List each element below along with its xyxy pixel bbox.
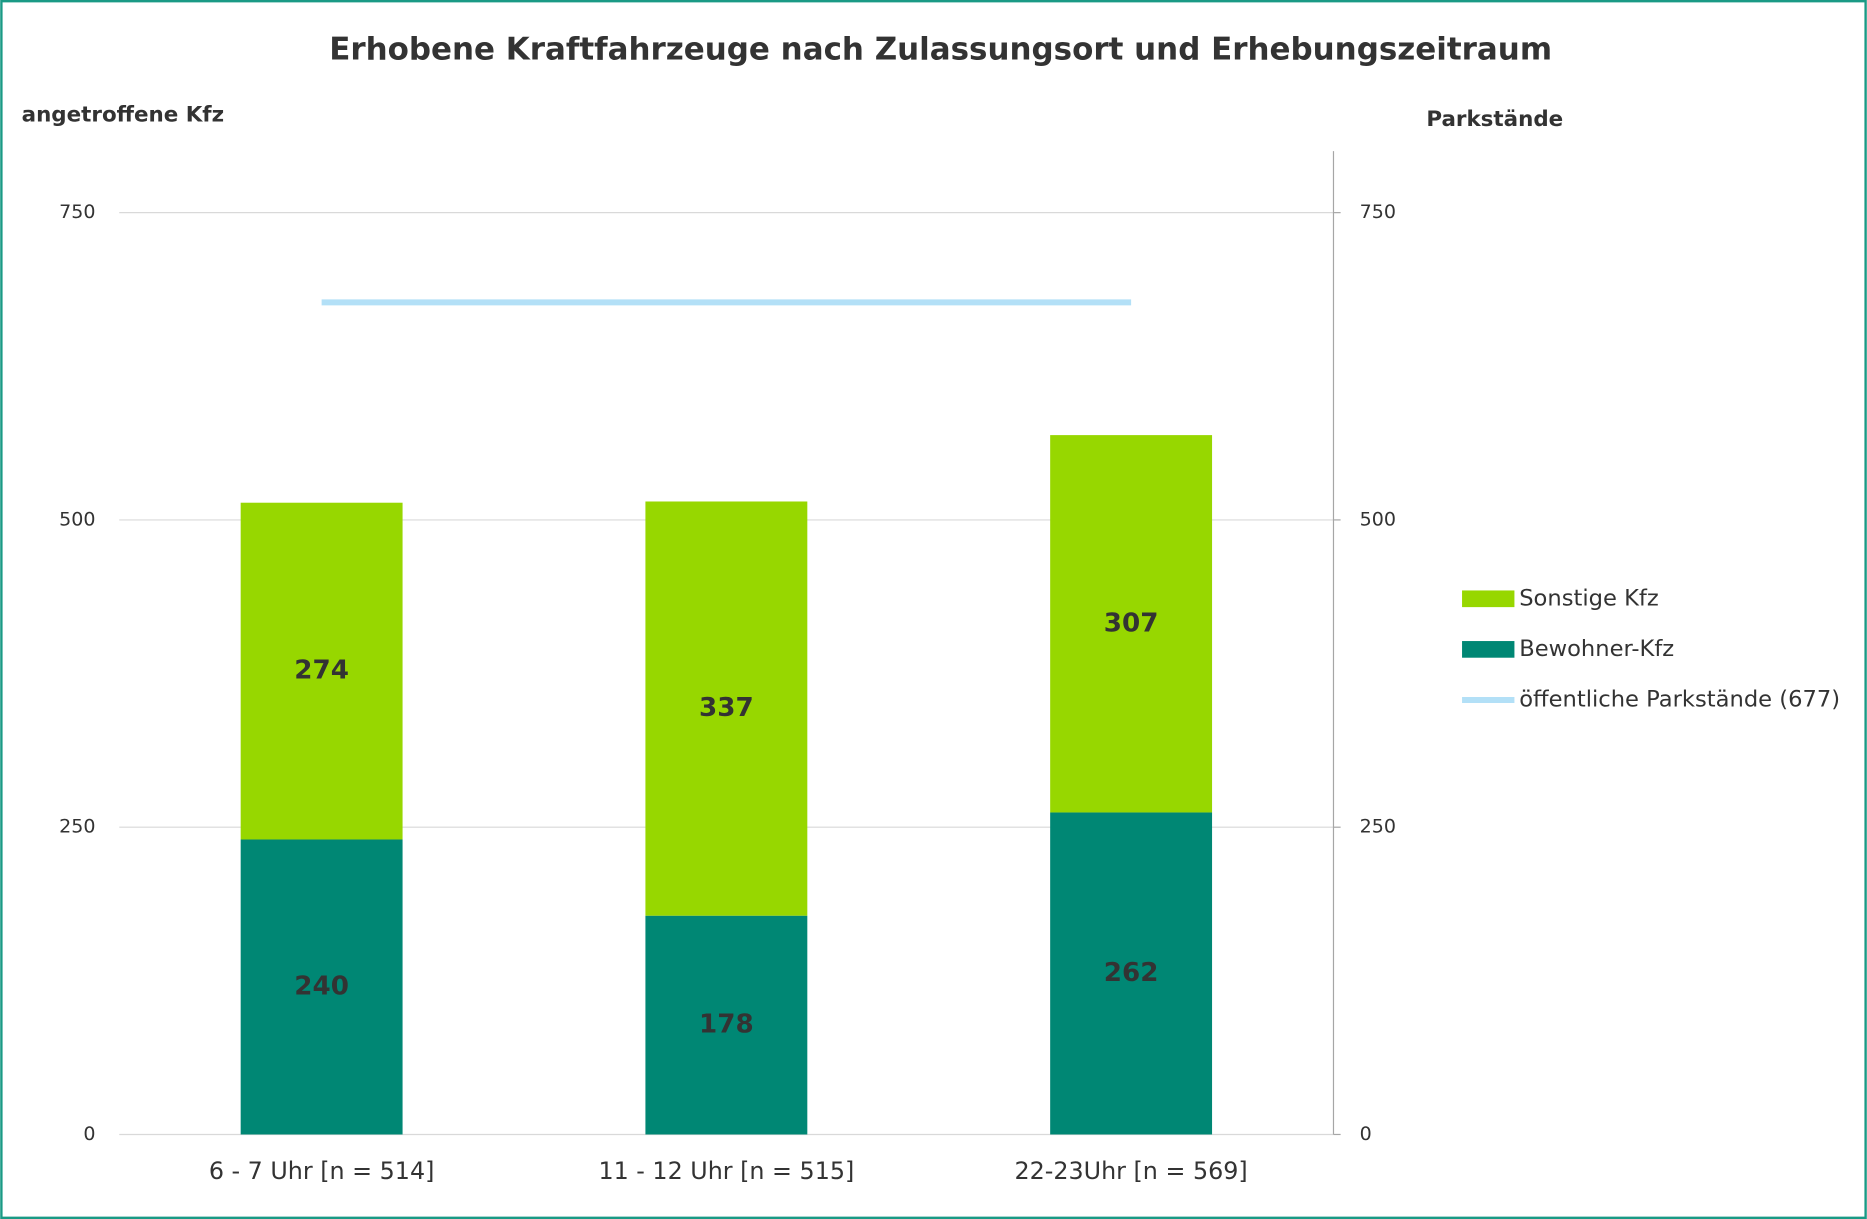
x-tick-label: 11 - 12 Uhr [n = 515]: [598, 1157, 854, 1185]
data-label: 274: [294, 656, 349, 686]
bar-segment: [645, 501, 808, 916]
chart-title: Erhobene Kraftfahrzeuge nach Zulassungso…: [329, 32, 1552, 68]
bar-segment: [240, 502, 403, 840]
bar-segment: [240, 839, 403, 1135]
data-label: 240: [294, 971, 349, 1001]
y-axis-title: angetroffene Kfz: [22, 102, 224, 127]
y2-tick-label: 0: [1360, 1123, 1372, 1145]
data-label: 262: [1104, 958, 1159, 988]
data-label: 337: [699, 693, 754, 723]
bar-segment: [1050, 435, 1213, 813]
legend-label: Sonstige Kfz: [1519, 585, 1659, 611]
y-tick-label: 0: [83, 1123, 95, 1145]
y2-tick-label: 750: [1360, 201, 1396, 223]
legend-swatch: [1462, 641, 1515, 658]
legend-label: öffentliche Parkstände (677): [1519, 686, 1840, 712]
legend-label: Bewohner-Kfz: [1519, 636, 1674, 662]
data-label: 307: [1104, 608, 1159, 638]
y-tick-label: 500: [59, 508, 95, 530]
y-tick-label: 750: [59, 201, 95, 223]
bar-segment: [645, 915, 808, 1135]
legend-swatch: [1462, 590, 1515, 608]
data-label: 178: [699, 1010, 754, 1040]
x-tick-label: 6 - 7 Uhr [n = 514]: [209, 1157, 435, 1185]
y-tick-label: 250: [59, 816, 95, 838]
bar-segment: [1050, 812, 1213, 1135]
y2-axis-title: Parkstände: [1426, 107, 1563, 132]
y2-tick-label: 250: [1360, 816, 1396, 838]
x-tick-label: 22-23Uhr [n = 569]: [1015, 1157, 1248, 1185]
y2-tick-label: 500: [1360, 508, 1396, 530]
